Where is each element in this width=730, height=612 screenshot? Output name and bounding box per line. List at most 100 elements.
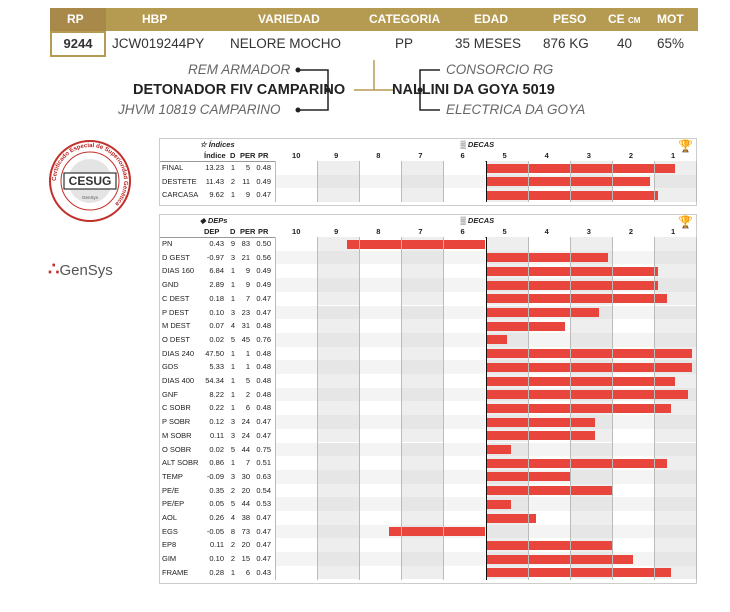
deca-cell — [653, 188, 696, 203]
deca-cell — [317, 374, 360, 388]
deca-cell — [275, 264, 318, 279]
deca-cell — [527, 524, 570, 539]
deca-cell — [275, 332, 318, 347]
deca-cell — [275, 538, 318, 553]
deca-cell — [611, 497, 654, 511]
deps-row-value: 0.43 — [209, 239, 224, 248]
deps-row-percentile: 9 — [245, 266, 250, 276]
indices-colhead-3: PR — [258, 151, 269, 160]
deca-cell — [359, 565, 402, 580]
deps-row-deca: 1 — [230, 389, 235, 399]
sire-sire: REM ARMADOR — [188, 62, 291, 77]
deca-cell — [359, 511, 402, 525]
deps-title: ◆ DEPs — [200, 216, 228, 225]
peso-value: 876 KG — [543, 36, 589, 51]
deps-row-percentile: 20 — [241, 485, 250, 495]
deps-bar — [485, 266, 659, 276]
deps-decas-label: ▒ DECAS — [460, 216, 495, 225]
deca-cell — [401, 360, 444, 374]
deps-row-name: TEMP — [162, 471, 183, 481]
grid-line — [611, 161, 613, 203]
deca-cell — [443, 346, 486, 361]
deca-cell — [275, 401, 318, 416]
grid-line — [485, 161, 487, 203]
col-hbp: HBP — [142, 12, 168, 26]
deps-bar — [485, 335, 507, 345]
deps-row-deca: 5 — [230, 444, 235, 454]
deca-cell — [443, 415, 486, 429]
deca-cell — [359, 305, 402, 320]
deca-cell — [401, 538, 444, 553]
deca-cell — [359, 552, 402, 566]
deps-row-percentile: 20 — [241, 540, 250, 550]
deps-row-deca: 5 — [230, 499, 235, 509]
deps-row-value: 0.11 — [209, 430, 224, 440]
grid-line — [569, 237, 571, 580]
deca-cell — [317, 456, 360, 470]
deps-row-name: DIAS 240 — [162, 348, 195, 358]
deps-row: GNF 8.22 1 2 0.48 — [160, 387, 696, 402]
deps-row-precision: 0.63 — [256, 471, 271, 481]
deps-row: TEMP -0.09 3 30 0.63 — [160, 469, 696, 484]
pedigree-connectors — [295, 60, 440, 113]
deca-cell — [653, 305, 696, 320]
deca-cell — [401, 456, 444, 470]
indices-bar — [485, 163, 675, 173]
deca-cell — [275, 524, 318, 539]
deps-row-deca: 3 — [230, 430, 235, 440]
deps-row-value: -0.05 — [206, 526, 224, 536]
deca-cell — [359, 278, 402, 292]
deca-cell — [443, 332, 486, 347]
deps-row-deca: 4 — [230, 513, 235, 522]
gensys-logo: ∴GenSys — [48, 259, 113, 279]
deca-cell — [443, 174, 486, 189]
deps-deca-label: 6 — [460, 227, 465, 236]
deca-cell — [317, 332, 360, 347]
deps-row-precision: 0.48 — [256, 348, 271, 358]
deca-cell — [401, 401, 444, 416]
deps-row-name: P DEST — [162, 307, 189, 317]
deps-bar — [485, 362, 692, 372]
deca-cell — [275, 552, 318, 566]
deca-cell — [653, 428, 696, 443]
trophy-icon: 🏆 — [678, 215, 693, 229]
deps-row-deca: 3 — [230, 471, 235, 481]
deca-cell — [653, 483, 696, 498]
deps-row-deca: 1 — [230, 348, 235, 358]
deps-row-deca: 1 — [230, 362, 235, 372]
deca-cell — [317, 291, 360, 306]
deps-row-precision: 0.47 — [256, 554, 271, 564]
indices-decas-label: ▒ DECAS — [460, 140, 495, 149]
deca-cell — [443, 511, 486, 525]
deps-row-name: GIM — [162, 554, 177, 564]
deca-cell — [359, 174, 402, 189]
deps-row-precision: 0.50 — [256, 239, 271, 248]
indices-header: ☆ Índices ▒ DECAS 🏆 Índice D PER PR 10 9 8 7 6 5 4 3 2 1 — [160, 139, 696, 162]
deps-bar — [485, 445, 511, 454]
deca-cell — [443, 319, 486, 333]
col-variedad: VARIEDAD — [258, 12, 320, 26]
deps-row: DIAS 400 54.34 1 5 0.48 — [160, 374, 696, 388]
deca-cell — [653, 264, 696, 279]
deps-row-deca: 2 — [230, 554, 235, 564]
deps-row-percentile: 44 — [241, 499, 250, 509]
deca-cell — [653, 538, 696, 553]
deps-row-percentile: 83 — [241, 239, 250, 248]
deps-row-precision: 0.48 — [256, 389, 271, 399]
deps-row-name: AOL — [162, 513, 178, 522]
hbp-value: JCW019244PY — [112, 36, 205, 51]
deca-cell — [611, 237, 654, 251]
header-rp-cell — [50, 8, 106, 31]
deps-row-precision: 0.43 — [256, 567, 271, 577]
indices-row-deca: 1 — [230, 190, 235, 200]
deca-cell — [275, 415, 318, 429]
deps-row-percentile: 24 — [241, 430, 250, 440]
deca-cell — [443, 305, 486, 320]
deca-cell — [359, 469, 402, 484]
svg-text:GenSys: GenSys — [82, 195, 99, 200]
deps-row-name: EP8 — [162, 540, 177, 550]
deps-row-precision: 0.48 — [256, 362, 271, 372]
deca-cell — [569, 524, 612, 539]
deps-row-value: 0.12 — [209, 417, 224, 427]
deca-cell — [317, 469, 360, 484]
